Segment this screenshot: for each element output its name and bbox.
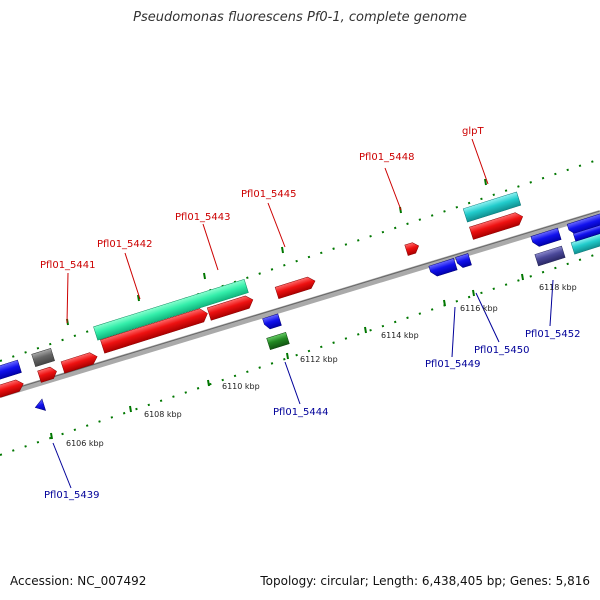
gene-right-blue-a[interactable] <box>530 227 562 248</box>
gene-pfl01-5444-blue[interactable] <box>262 313 282 330</box>
genome-backbone <box>0 210 600 398</box>
forward-major-ticks <box>66 178 487 326</box>
gene-label-pfl01-5445[interactable]: Pfl01_5445 <box>241 189 297 200</box>
ruler-label-6118: 6118 kbp <box>539 283 577 292</box>
ruler-label-6106: 6106 kbp <box>66 439 104 448</box>
gene-pfl01-5449[interactable] <box>428 258 458 277</box>
gene-label-pfl01-5450[interactable]: Pfl01_5450 <box>474 345 530 356</box>
forward-leader-lines <box>66 138 489 324</box>
ruler-label-6116: 6116 kbp <box>460 304 498 313</box>
gene-label-pfl01-5443[interactable]: Pfl01_5443 <box>175 212 231 223</box>
gene-pfl01-5441[interactable] <box>60 351 99 374</box>
gene-label-pfl01-5439[interactable]: Pfl01_5439 <box>44 490 100 501</box>
genome-summary-text: Topology: circular; Length: 6,438,405 bp… <box>260 574 590 588</box>
gene-pfl01-5452[interactable] <box>534 245 566 267</box>
gene-pfl01-5448[interactable] <box>404 241 421 256</box>
ruler-label-6108: 6108 kbp <box>144 410 182 419</box>
gene-label-pfl01-5448[interactable]: Pfl01_5448 <box>359 152 415 163</box>
map-title: Pseudomonas fluorescens Pf0-1, complete … <box>133 10 467 25</box>
reverse-ruler-track <box>0 252 600 456</box>
gene-pfl01-5445[interactable] <box>274 275 317 300</box>
gene-left-blue-edge[interactable] <box>0 359 22 381</box>
gene-left-gray[interactable] <box>31 347 55 367</box>
gene-left-red-edge[interactable] <box>0 378 25 399</box>
gene-label-pfl01-5444[interactable]: Pfl01_5444 <box>273 407 329 418</box>
genome-backbone-edge <box>0 210 600 394</box>
gene-label-pfl01-5449[interactable]: Pfl01_5449 <box>425 359 481 370</box>
reverse-major-ticks <box>50 273 524 440</box>
gene-right-blue-c[interactable] <box>573 221 600 242</box>
gene-pfl01-5439[interactable] <box>33 398 46 413</box>
reverse-leader-lines <box>52 279 554 489</box>
gene-label-glpt[interactable]: glpT <box>462 126 484 137</box>
gene-pfl01-5442[interactable] <box>100 307 209 354</box>
gene-label-pfl01-5442[interactable]: Pfl01_5442 <box>97 239 153 250</box>
ruler-label-6110: 6110 kbp <box>222 382 260 391</box>
gene-label-pfl01-5452[interactable]: Pfl01_5452 <box>525 329 581 340</box>
accession-text: Accession: NC_007492 <box>10 574 147 588</box>
gene-pfl01-5444[interactable] <box>266 331 290 351</box>
ruler-label-6112: 6112 kbp <box>300 355 338 364</box>
gene-left-red-small[interactable] <box>37 366 59 383</box>
gene-glpt[interactable] <box>469 211 524 240</box>
gene-pfl01-5443[interactable] <box>206 294 255 321</box>
ruler-label-6114: 6114 kbp <box>381 331 419 340</box>
gene-label-pfl01-5441[interactable]: Pfl01_5441 <box>40 260 96 271</box>
gene-pfl01-5443-mint[interactable] <box>93 278 249 341</box>
gene-glpt-cyan[interactable] <box>462 191 522 223</box>
gene-pfl01-5450[interactable] <box>455 253 472 268</box>
